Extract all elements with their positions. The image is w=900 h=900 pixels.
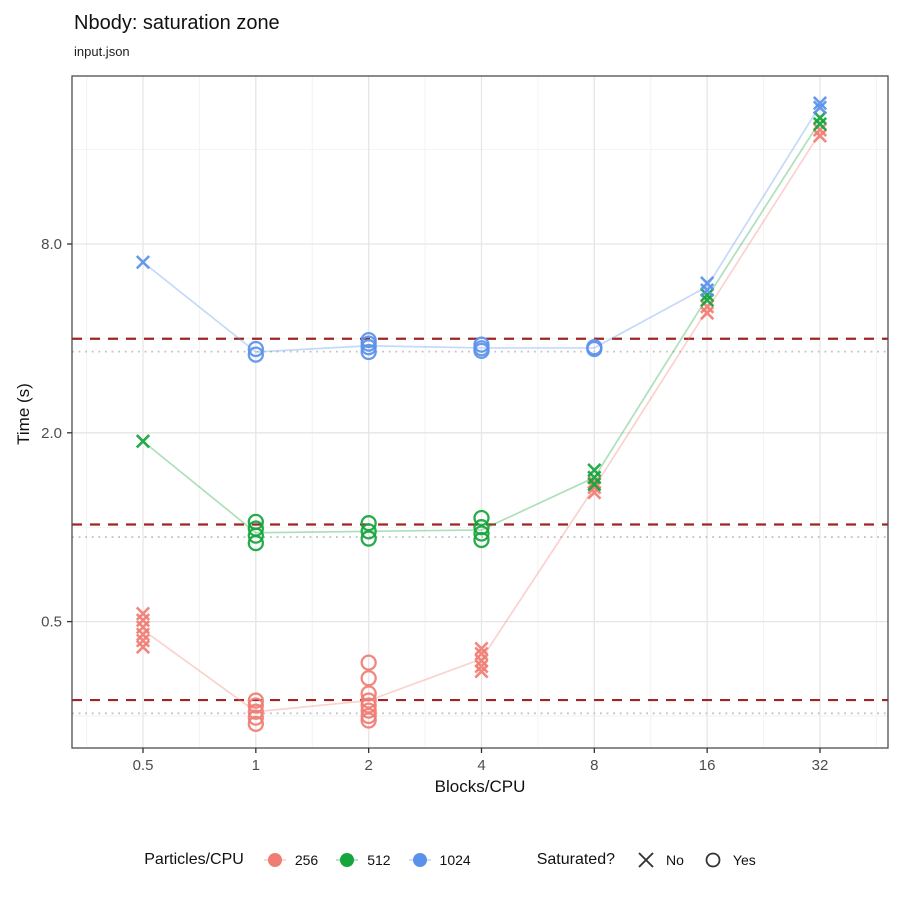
- chart-subtitle: input.json: [74, 44, 130, 59]
- point-saturated: [473, 531, 490, 549]
- point-not-saturated: [474, 653, 489, 668]
- point-saturated: [473, 519, 490, 536]
- x-axis-title: Blocks/CPU: [434, 777, 526, 796]
- point-not-saturated: [587, 475, 602, 490]
- plot-area: 0.5 1 2 4 8 16 32 0.5 2.0 8.0: [41, 75, 889, 774]
- x-marker-icon: [638, 852, 654, 868]
- point-saturated: [360, 523, 377, 540]
- point-saturated: [247, 527, 264, 544]
- point-not-saturated: [700, 305, 715, 321]
- series-points-256: [135, 122, 828, 732]
- x-tick-label: 0.5: [133, 757, 154, 774]
- point-saturated: [247, 346, 264, 363]
- point-not-saturated: [812, 100, 828, 115]
- point-not-saturated: [135, 434, 151, 449]
- point-not-saturated: [812, 128, 828, 143]
- point-saturated: [360, 702, 377, 719]
- y-tick-label: 0.5: [41, 614, 62, 631]
- point-not-saturated: [474, 641, 489, 656]
- point-not-saturated: [135, 255, 151, 270]
- legend-color-title: Particles/CPU: [144, 851, 244, 868]
- point-saturated: [473, 342, 490, 360]
- x-tick-label: 2: [364, 757, 372, 774]
- y-axis-title: Time (s): [14, 383, 33, 445]
- point-saturated: [247, 703, 264, 720]
- color-key-icon-1024: [408, 853, 431, 867]
- x-tick-label: 4: [477, 757, 485, 774]
- point-saturated: [247, 692, 264, 709]
- legend-color-entry-256: 256: [262, 848, 318, 872]
- legend-shape-label: No: [665, 852, 684, 868]
- point-saturated: [360, 339, 377, 356]
- y-tick-label: 8.0: [41, 236, 62, 253]
- series-points-512: [135, 110, 828, 552]
- series-line-512: [142, 120, 821, 534]
- point-saturated: [247, 715, 264, 732]
- legend-color-label: 256: [294, 852, 319, 868]
- point-saturated: [360, 670, 377, 687]
- y-tick-label: 2.0: [41, 425, 62, 442]
- point-saturated: [360, 343, 377, 361]
- point-not-saturated: [474, 664, 489, 679]
- point-saturated: [247, 340, 264, 358]
- legend-shape-label: Yes: [732, 852, 756, 868]
- point-saturated: [360, 707, 377, 725]
- point-not-saturated: [812, 110, 828, 125]
- legend-shape-entry-No: No: [633, 848, 684, 872]
- point-not-saturated: [135, 633, 151, 648]
- x-tick-label: 1: [252, 757, 260, 774]
- point-saturated: [473, 525, 490, 542]
- point-saturated: [360, 654, 377, 671]
- point-saturated: [247, 697, 264, 714]
- point-not-saturated: [135, 627, 151, 642]
- legend-shape-entry-Yes: Yes: [700, 848, 756, 872]
- point-saturated: [360, 530, 377, 547]
- chart-title: Nbody: saturation zone: [74, 12, 280, 34]
- point-saturated: [247, 534, 264, 552]
- point-not-saturated: [700, 283, 715, 298]
- circle-marker-icon: [705, 852, 721, 868]
- legend-color-label: 512: [367, 852, 391, 868]
- legend-color-label: 1024: [439, 852, 471, 868]
- point-not-saturated: [812, 96, 828, 111]
- point-saturated: [473, 509, 490, 527]
- point-not-saturated: [700, 287, 715, 303]
- legend-color-entry-512: 512: [334, 848, 391, 872]
- point-saturated: [247, 709, 264, 726]
- series-points-1024: [135, 96, 828, 363]
- point-not-saturated: [812, 116, 828, 132]
- legend-color-entry-1024: 1024: [407, 848, 471, 872]
- point-not-saturated: [812, 122, 828, 137]
- color-key-icon-256: [263, 853, 286, 867]
- point-saturated: [360, 692, 377, 709]
- point-saturated: [586, 340, 603, 358]
- point-saturated: [360, 515, 377, 532]
- point-not-saturated: [474, 659, 489, 674]
- legend-shape-title: Saturated?: [536, 851, 615, 868]
- x-tick-label: 8: [590, 757, 598, 774]
- series-line-1024: [142, 105, 821, 353]
- x-tick-label: 32: [812, 757, 829, 774]
- point-saturated: [360, 685, 377, 702]
- point-saturated: [360, 712, 377, 729]
- point-not-saturated: [135, 639, 151, 655]
- point-not-saturated: [587, 477, 602, 492]
- x-tick-label: 16: [699, 757, 716, 774]
- color-key-icon-512: [336, 853, 359, 867]
- legend: Particles/CPU 256 512 1024 Saturated? No Yes: [0, 840, 900, 880]
- panel-border: [71, 75, 889, 749]
